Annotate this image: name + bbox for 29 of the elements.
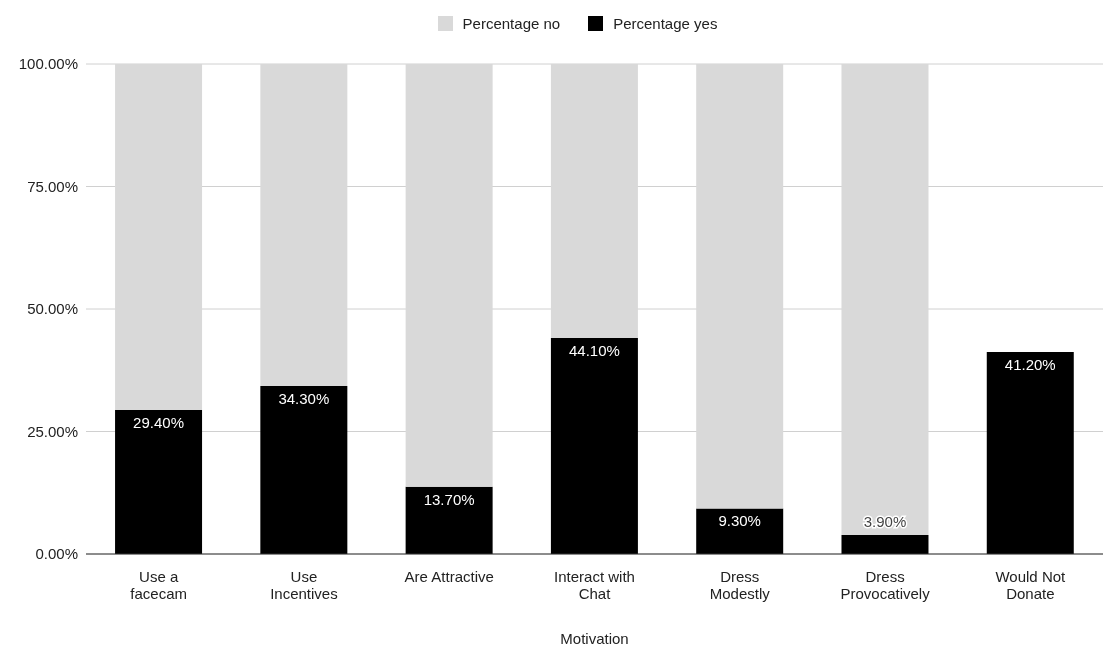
legend-label: Percentage no [462, 14, 561, 32]
bar [405, 486, 493, 554]
x-tick-label: Use a facecam [130, 568, 187, 602]
data-label: 34.30% [278, 389, 330, 407]
x-axis-title: Motivation [560, 630, 629, 647]
y-tick-label: 25.00% [27, 422, 78, 440]
x-tick-label: Dress Provocatively [840, 568, 931, 602]
y-tick-label: 75.00% [27, 177, 78, 195]
bar [115, 409, 203, 554]
data-label: 44.10% [568, 341, 620, 359]
bar [841, 534, 929, 554]
y-tick-label: 0.00% [35, 545, 78, 563]
data-label: 3.90% [863, 512, 907, 530]
x-tick-label: Would Not Donate [995, 568, 1067, 602]
bar [550, 337, 638, 554]
x-tick-label: Dress Modestly [709, 568, 771, 602]
bar [260, 385, 348, 554]
data-label: 9.30% [718, 512, 761, 530]
y-tick-label: 50.00% [27, 300, 78, 318]
x-tick-label: Interact with Chat [554, 568, 635, 602]
legend-label: Percentage yes [613, 14, 718, 32]
x-tick-label: Use Incentives [270, 568, 338, 602]
y-tick-label: 100.00% [18, 55, 78, 73]
x-tick-label: Are Attractive [404, 568, 494, 585]
bar [986, 352, 1074, 554]
data-label: 13.70% [423, 490, 475, 508]
bar [696, 508, 784, 554]
data-label: 29.40% [133, 413, 184, 431]
data-label: 41.20% [1004, 356, 1056, 374]
